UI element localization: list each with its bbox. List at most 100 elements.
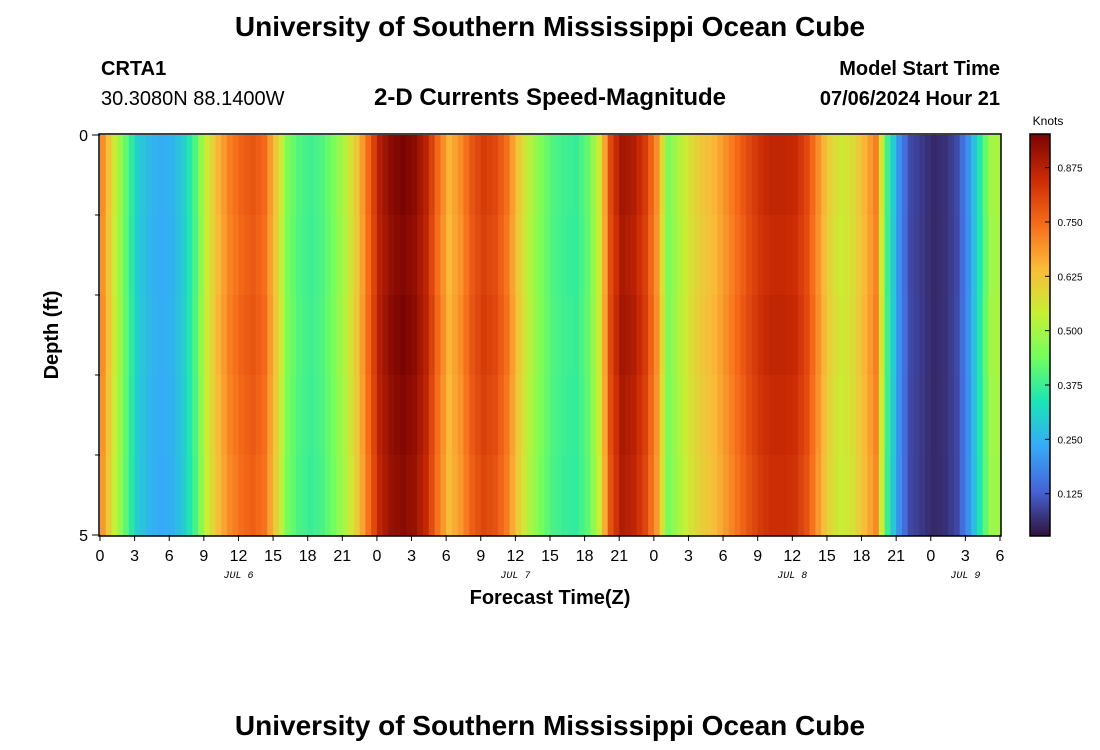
heatmap-cell <box>648 455 655 536</box>
heatmap-cell <box>134 295 141 376</box>
heatmap-cell <box>146 135 153 216</box>
heatmap-cell <box>163 375 170 456</box>
heatmap-cell <box>896 215 903 296</box>
heatmap-cell <box>434 215 441 296</box>
heatmap-cell <box>480 375 488 456</box>
heatmap-cell <box>532 295 540 376</box>
heatmap-cell <box>521 295 528 376</box>
heatmap-cell <box>232 375 240 456</box>
colorbar-tick-label: 0.375 <box>1057 381 1082 392</box>
heatmap-cell <box>215 375 222 456</box>
heatmap-cell <box>913 375 920 456</box>
heatmap-cell <box>815 455 822 536</box>
heatmap-cell <box>440 215 447 296</box>
heatmap-cell <box>134 135 141 216</box>
heatmap-cell <box>642 455 649 536</box>
heatmap-cell <box>971 295 978 376</box>
heatmap-cell <box>676 455 684 536</box>
heatmap-cell <box>832 375 840 456</box>
heatmap-cell <box>111 455 118 536</box>
heatmap-cell <box>873 215 880 296</box>
heatmap-cell <box>550 455 557 536</box>
heatmap-cell <box>723 135 730 216</box>
x-tick-label: 15 <box>541 548 559 565</box>
heatmap-cell <box>976 215 984 296</box>
heatmap-cell <box>653 455 661 536</box>
colorbar-ticks: 0.875 0.750 0.625 0.500 0.375 0.250 0.125 <box>1045 164 1083 501</box>
heatmap-cell <box>538 215 545 296</box>
heatmap-cell <box>815 215 822 296</box>
heatmap-cell <box>676 295 684 376</box>
heatmap-cell <box>140 295 147 376</box>
heatmap-cell <box>988 295 995 376</box>
x-tick-label: 0 <box>649 548 658 565</box>
heatmap-cell <box>919 455 926 536</box>
heatmap-cell <box>751 295 759 376</box>
heatmap-cell <box>186 375 193 456</box>
heatmap-cell <box>982 375 990 456</box>
heatmap-cell <box>215 215 222 296</box>
heatmap-cell <box>873 375 880 456</box>
heatmap-cell <box>901 455 909 536</box>
heatmap-cell <box>290 135 297 216</box>
heatmap-cell <box>215 455 222 536</box>
heatmap-cell <box>884 375 891 456</box>
heatmap-cell <box>296 135 303 216</box>
heatmap-cell <box>526 295 534 376</box>
heatmap-cell <box>198 215 205 296</box>
heatmap-cell <box>342 215 349 296</box>
heatmap-cell <box>244 295 251 376</box>
heatmap-cell <box>734 215 741 296</box>
heatmap-cell <box>809 455 816 536</box>
heatmap-cell <box>532 375 540 456</box>
heatmap-cell <box>590 375 597 456</box>
heatmap-cell <box>826 455 834 536</box>
heatmap-cell <box>855 455 863 536</box>
heatmap-cell <box>665 455 672 536</box>
heatmap-cell <box>913 135 920 216</box>
heatmap-cell <box>936 455 943 536</box>
heatmap-cell <box>613 455 620 536</box>
heatmap-cell <box>925 455 932 536</box>
heatmap-cell <box>976 135 984 216</box>
heatmap-cell <box>440 135 447 216</box>
heatmap-cell <box>976 295 984 376</box>
heatmap-cell <box>463 295 470 376</box>
heatmap-cell <box>348 455 355 536</box>
heatmap-cell <box>492 135 499 216</box>
heatmap-cell <box>734 135 741 216</box>
heatmap-cell <box>301 375 309 456</box>
heatmap-cell <box>226 135 234 216</box>
heatmap-cell <box>232 295 240 376</box>
heatmap-cell <box>555 455 563 536</box>
heatmap-cell <box>203 295 211 376</box>
x-tick-label: 3 <box>961 548 970 565</box>
heatmap-cell <box>146 455 153 536</box>
heatmap-cell <box>544 135 551 216</box>
heatmap-cell <box>578 215 586 296</box>
heatmap-cell <box>151 135 159 216</box>
date-label: JUL 7 <box>500 571 530 582</box>
heatmap-cell <box>198 295 205 376</box>
heatmap-cell <box>492 295 499 376</box>
heatmap-cell <box>740 215 747 296</box>
heatmap-cell <box>428 455 436 536</box>
heatmap-cell <box>705 295 713 376</box>
heatmap-cell <box>515 375 522 456</box>
heatmap-cell <box>186 215 193 296</box>
heatmap-cell <box>388 375 395 456</box>
heatmap-cell <box>382 375 390 456</box>
heatmap-cell <box>498 135 505 216</box>
date-label: JUL 8 <box>777 571 807 582</box>
heatmap-cell <box>330 455 338 536</box>
heatmap-cell <box>446 455 453 536</box>
colorbar-tick-label: 0.250 <box>1057 435 1082 446</box>
heatmap-cell <box>988 455 995 536</box>
heatmap-cell <box>457 455 465 536</box>
heatmap-cell <box>740 455 747 536</box>
heatmap-cell <box>521 135 528 216</box>
x-tick-label: 6 <box>996 548 1005 565</box>
heatmap-cell <box>423 375 430 456</box>
heatmap-cell <box>642 295 649 376</box>
heatmap-cell <box>180 455 188 536</box>
